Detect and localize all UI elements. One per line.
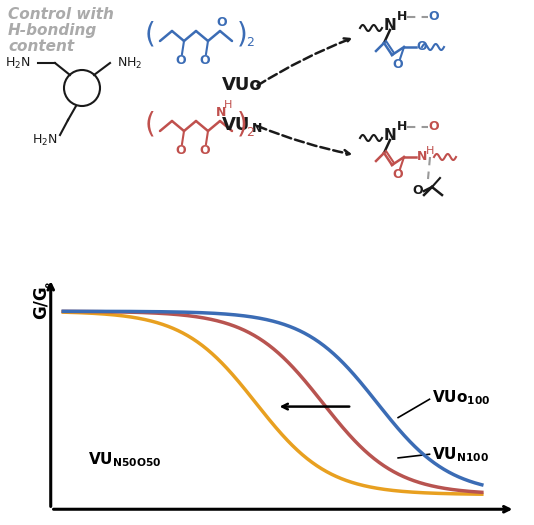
Text: O: O — [417, 40, 427, 54]
Text: $\mathsf{H_2N}$: $\mathsf{H_2N}$ — [32, 132, 58, 148]
Text: 2: 2 — [246, 37, 254, 49]
Text: 2: 2 — [246, 127, 254, 140]
Text: O: O — [392, 169, 403, 182]
Text: ): ) — [237, 21, 247, 49]
Text: N: N — [383, 128, 396, 142]
Text: O: O — [176, 55, 186, 68]
Text: H-bonding: H-bonding — [8, 23, 97, 38]
Text: O: O — [429, 121, 439, 133]
Text: H: H — [397, 10, 407, 24]
Text: O: O — [413, 184, 423, 197]
Text: (: ( — [145, 111, 155, 139]
Text: H: H — [224, 100, 232, 110]
Text: °: ° — [44, 283, 51, 296]
Text: O: O — [217, 16, 227, 29]
Text: N: N — [383, 17, 396, 33]
Text: VU: VU — [222, 116, 250, 134]
Text: $\bf{VUo_{100}}$: $\bf{VUo_{100}}$ — [431, 388, 490, 407]
Text: Control with: Control with — [8, 7, 114, 22]
Text: O: O — [392, 58, 403, 71]
Text: VUo: VUo — [222, 76, 263, 94]
Text: $\bf{VU_{N50O50}}$: $\bf{VU_{N50O50}}$ — [89, 450, 162, 469]
Text: $\bf{VU_{N100}}$: $\bf{VU_{N100}}$ — [431, 445, 489, 464]
Text: N: N — [252, 121, 262, 134]
Text: O: O — [429, 10, 439, 24]
Text: H: H — [426, 146, 434, 156]
Text: O: O — [176, 144, 186, 157]
Text: N: N — [417, 151, 427, 163]
Text: (: ( — [145, 21, 155, 49]
Text: H: H — [397, 121, 407, 133]
Text: ): ) — [237, 111, 247, 139]
Text: N: N — [216, 106, 226, 119]
Text: G/G: G/G — [32, 285, 49, 319]
Text: $\mathsf{H_2N}$: $\mathsf{H_2N}$ — [5, 56, 31, 70]
Text: content: content — [8, 39, 74, 54]
Text: O: O — [200, 55, 210, 68]
Text: O: O — [200, 144, 210, 157]
Text: $\mathsf{NH_2}$: $\mathsf{NH_2}$ — [117, 56, 143, 70]
